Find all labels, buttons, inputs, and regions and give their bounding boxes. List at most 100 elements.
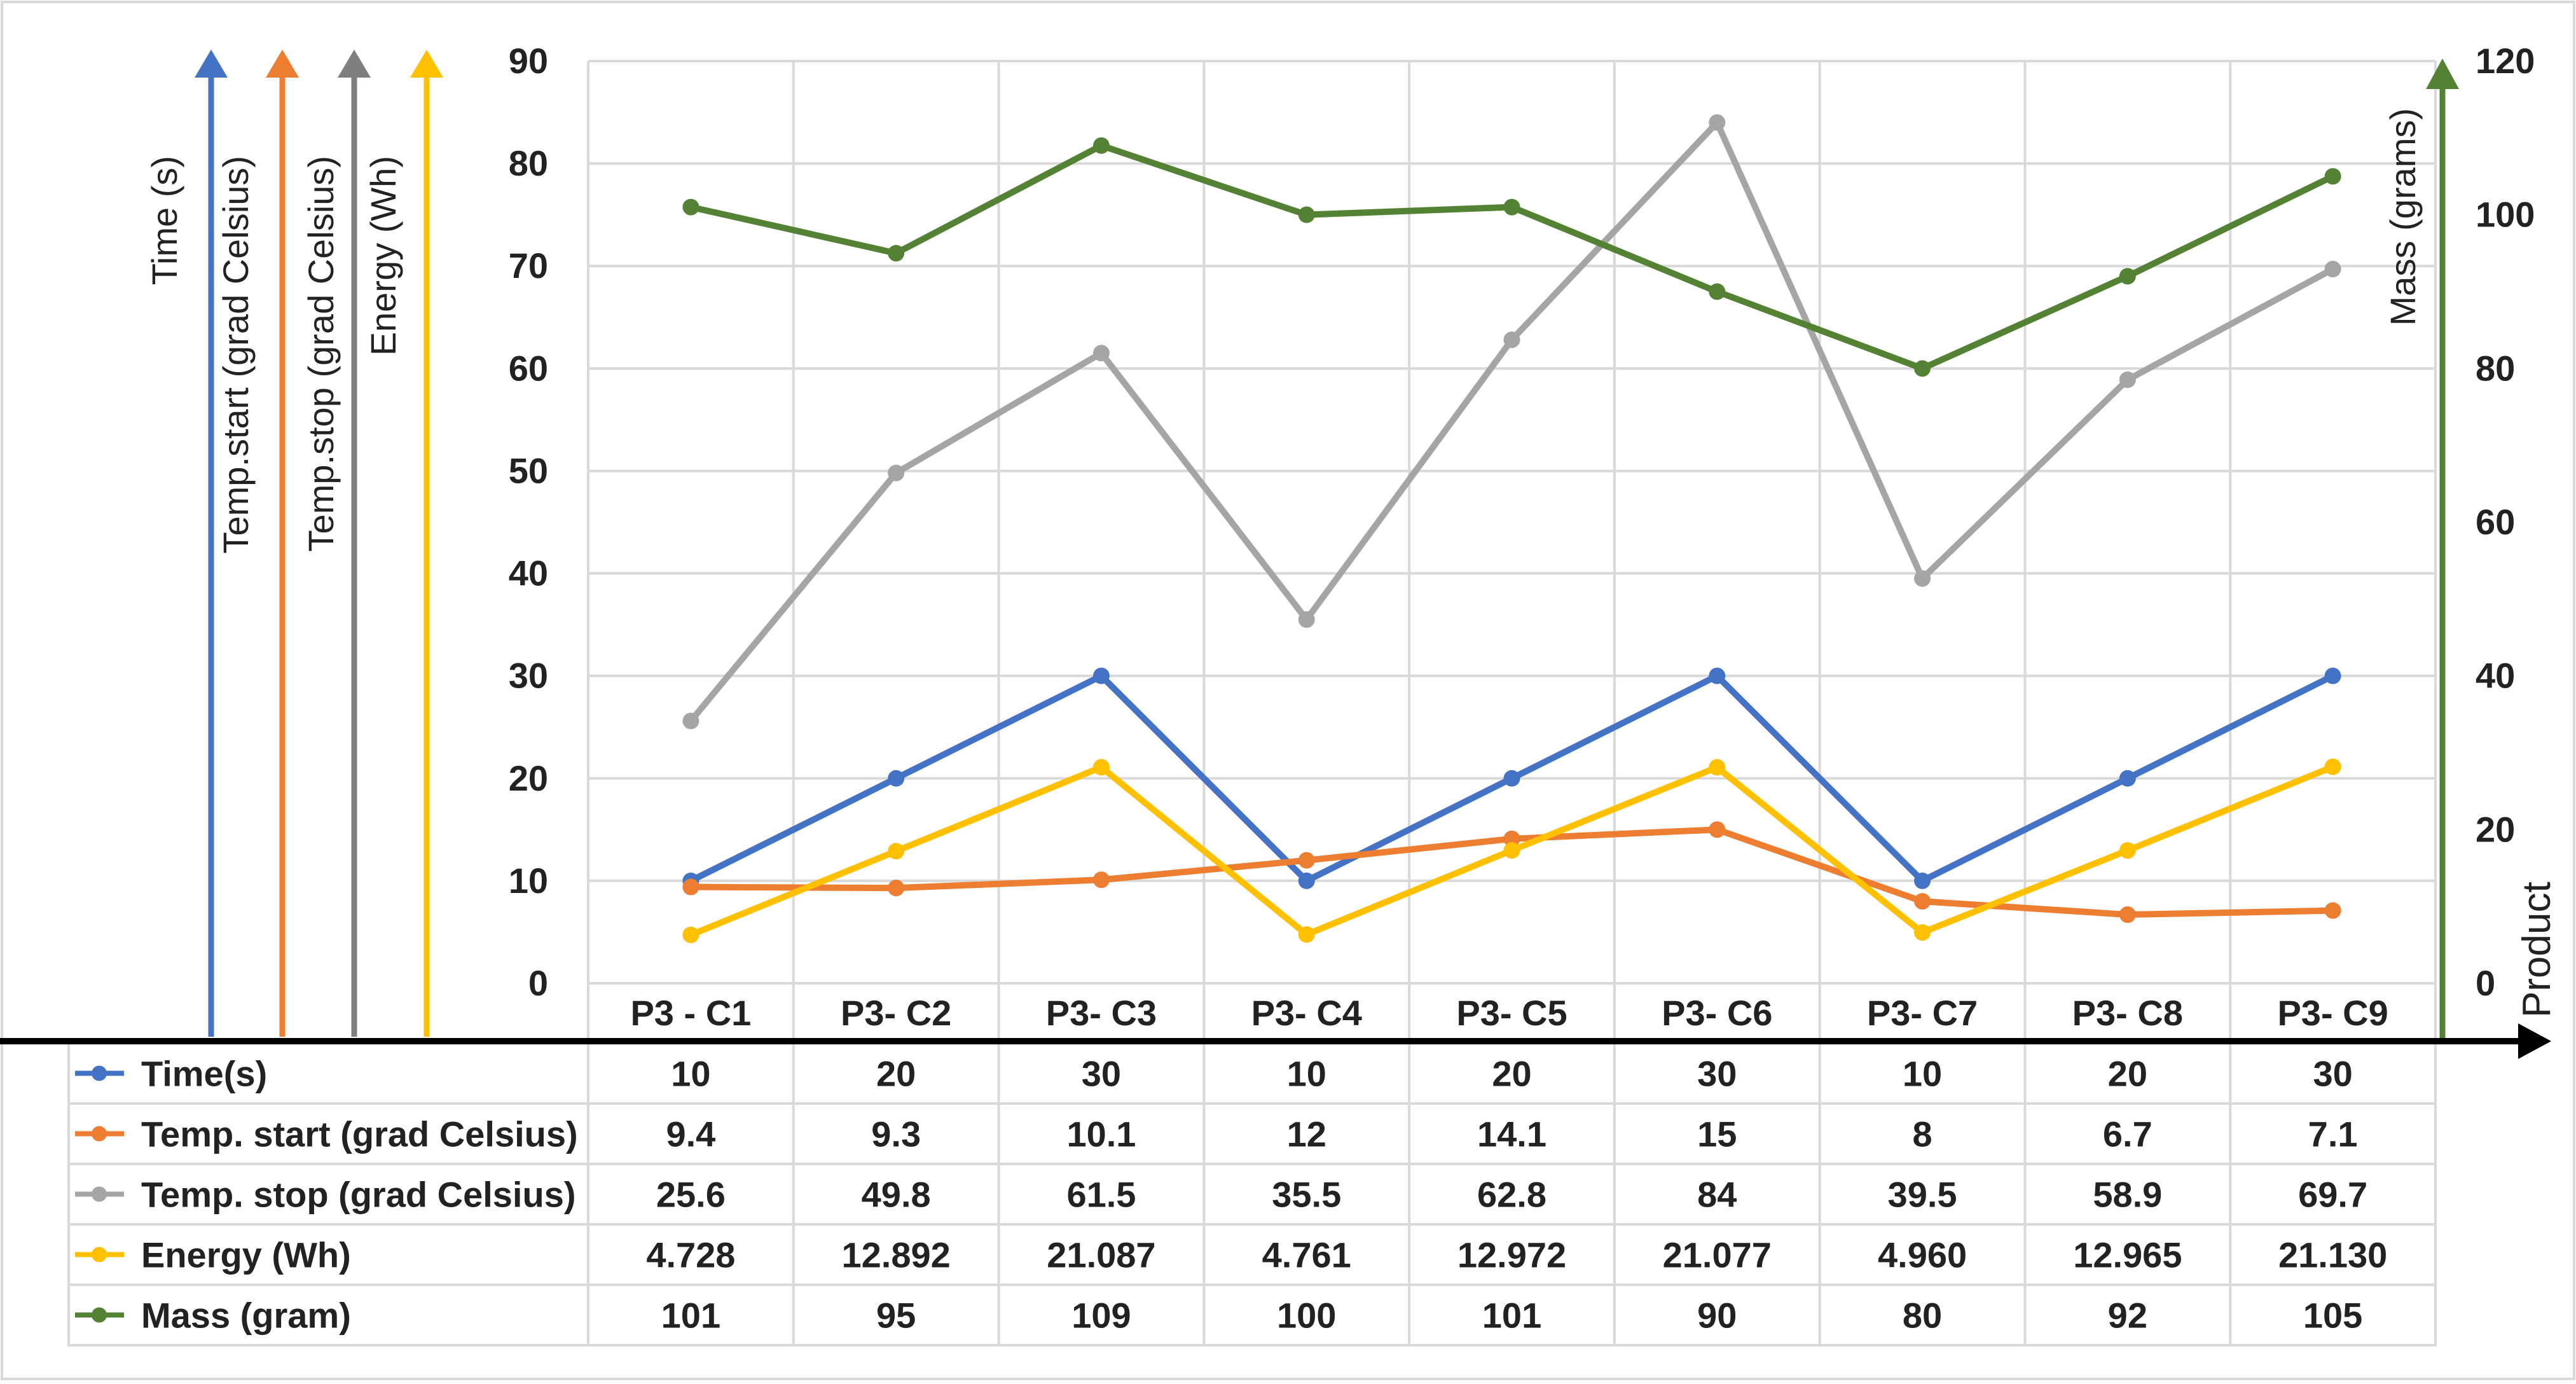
right-tick-label: 40: [2476, 656, 2515, 696]
data-point: [2119, 371, 2136, 389]
data-point: [1709, 114, 1726, 131]
data-point: [1092, 345, 1110, 362]
table-cell: 25.6: [656, 1175, 726, 1215]
data-point: [1503, 770, 1520, 787]
data-point: [1914, 570, 1931, 587]
right-tick-label: 120: [2476, 41, 2535, 81]
data-point: [682, 198, 699, 216]
legend-label: Temp. stop (grad Celsius): [141, 1175, 575, 1215]
data-point: [1092, 871, 1110, 889]
table-cell: 30: [2313, 1054, 2352, 1094]
left-axis-title: Energy (Wh): [363, 156, 403, 356]
table-cell: 20: [2108, 1054, 2147, 1094]
table-cell: 61.5: [1066, 1175, 1136, 1215]
data-point: [1709, 667, 1726, 684]
data-point: [1914, 872, 1931, 889]
right-tick-label: 0: [2476, 963, 2495, 1003]
legend-marker: [92, 1126, 107, 1142]
left-tick-label: 40: [509, 553, 548, 593]
legend-label: Temp. start (grad Celsius): [141, 1114, 578, 1154]
table-cell: 10.1: [1066, 1114, 1136, 1154]
data-point: [1914, 924, 1931, 941]
left-tick-label: 20: [509, 758, 548, 798]
right-tick-label: 60: [2476, 502, 2515, 542]
left-tick-label: 90: [509, 41, 548, 81]
table-cell: 101: [1482, 1296, 1541, 1336]
data-point: [1298, 206, 1315, 223]
left-tick-label: 10: [509, 861, 548, 901]
table-cell: 12.972: [1457, 1235, 1566, 1275]
data-point: [1298, 872, 1315, 889]
category-label: P3- C2: [841, 993, 951, 1033]
data-point: [888, 843, 905, 860]
table-cell: 105: [2303, 1296, 2362, 1336]
table-cell: 4.728: [646, 1235, 735, 1275]
data-point: [2119, 906, 2136, 924]
table-cell: 8: [1912, 1114, 1932, 1154]
data-point: [888, 464, 905, 481]
table-cell: 90: [1697, 1296, 1737, 1336]
table-cell: 100: [1277, 1296, 1336, 1336]
table-cell: 101: [661, 1296, 720, 1336]
table-cell: 35.5: [1272, 1175, 1341, 1215]
data-point: [682, 926, 699, 943]
table-cell: 92: [2108, 1296, 2147, 1336]
category-label: P3- C8: [2072, 993, 2183, 1033]
right-tick-label: 100: [2476, 195, 2535, 235]
axis-arrowhead: [195, 50, 228, 78]
table-cell: 12.892: [842, 1235, 951, 1275]
x-axis-arrowhead: [2518, 1023, 2551, 1059]
axis-arrowhead: [266, 50, 299, 78]
table-cell: 7.1: [2308, 1114, 2358, 1154]
table-cell: 80: [1903, 1296, 1942, 1336]
data-point: [1914, 893, 1931, 910]
table-cell: 4.960: [1878, 1235, 1967, 1275]
table-cell: 15: [1697, 1114, 1737, 1154]
data-point: [1298, 611, 1315, 628]
table-cell: 20: [1492, 1054, 1531, 1094]
table-cell: 30: [1697, 1054, 1737, 1094]
data-point: [888, 770, 905, 787]
left-axis-title: Time (s): [144, 156, 184, 285]
legend-label: Energy (Wh): [141, 1235, 351, 1275]
table-cell: 12.965: [2073, 1235, 2182, 1275]
table-cell: 30: [1082, 1054, 1121, 1094]
table-cell: 69.7: [2298, 1175, 2367, 1215]
left-axis-title: Temp.stop (grad Celsius): [301, 156, 341, 551]
data-point: [2324, 261, 2341, 278]
legend-label: Time(s): [141, 1054, 267, 1094]
data-point: [888, 880, 905, 897]
x-axis-title: Product: [2515, 882, 2559, 1018]
right-axis-title: Mass (grams): [2383, 108, 2423, 326]
data-point: [2119, 770, 2136, 787]
table-cell: 12: [1287, 1114, 1326, 1154]
data-point: [1092, 667, 1110, 684]
table-cell: 10: [1903, 1054, 1942, 1094]
table-cell: 21.130: [2278, 1235, 2387, 1275]
left-tick-label: 80: [509, 143, 548, 183]
right-tick-label: 20: [2476, 809, 2515, 849]
data-point: [2324, 758, 2341, 775]
table-cell: 14.1: [1477, 1114, 1546, 1154]
table-cell: 21.077: [1663, 1235, 1772, 1275]
data-point: [888, 245, 905, 262]
data-point: [2324, 168, 2341, 185]
table-cell: 10: [671, 1054, 710, 1094]
legend-marker: [92, 1186, 107, 1202]
table-cell: 4.761: [1262, 1235, 1351, 1275]
table-cell: 84: [1697, 1175, 1737, 1215]
table-cell: 9.3: [871, 1114, 921, 1154]
category-label: P3- C3: [1046, 993, 1157, 1033]
data-point: [1092, 137, 1110, 154]
data-point: [1503, 198, 1520, 216]
category-label: P3- C9: [2277, 993, 2388, 1033]
category-label: P3- C7: [1867, 993, 1978, 1033]
table-cell: 39.5: [1888, 1175, 1957, 1215]
left-tick-label: 70: [509, 246, 548, 286]
table-cell: 49.8: [862, 1175, 931, 1215]
data-point: [1709, 283, 1726, 300]
right-tick-label: 80: [2476, 348, 2515, 388]
